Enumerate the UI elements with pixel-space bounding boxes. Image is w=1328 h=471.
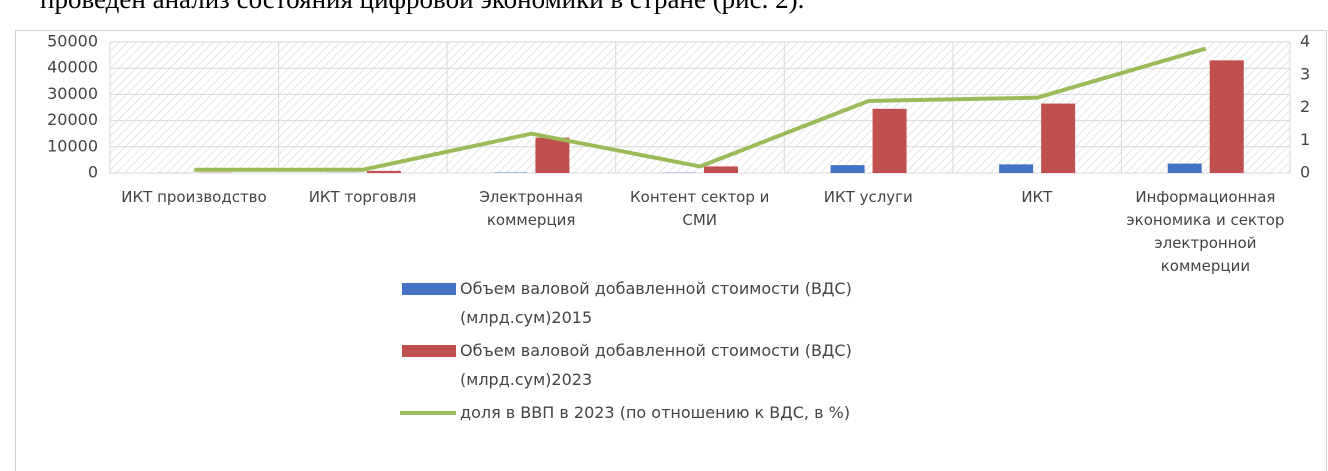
x-tick-label: Электронная коммерция	[479, 188, 583, 229]
y-tick-label: 50000	[47, 32, 98, 51]
x-tick-label: ИКТ услуги	[823, 188, 913, 206]
plot-area	[110, 42, 1290, 173]
line-series	[194, 46, 1207, 172]
legend-swatch	[400, 411, 456, 415]
y-tick-label: 10000	[47, 136, 98, 155]
legend-label: Объем валовой добавленной стоимости (ВДС…	[460, 341, 852, 389]
x-tick-label: ИКТ	[1021, 188, 1053, 206]
y2-tick-label: 2	[1300, 97, 1310, 116]
legend-label: доля в ВВП в 2023 (по отношению к ВДС, в…	[460, 403, 851, 422]
legend-label: Объем валовой добавленной стоимости (ВДС…	[460, 279, 852, 327]
bar	[999, 164, 1034, 173]
bar	[872, 108, 907, 173]
legend-swatch	[402, 345, 456, 357]
y2-tick-label: 4	[1300, 32, 1310, 51]
x-tick-label: Информационная экономика и сектор электр…	[1126, 188, 1285, 275]
x-tick-label: ИКТ торговля	[308, 188, 417, 206]
x-tick-label: Контент сектор и СМИ	[630, 188, 770, 229]
legend-swatch	[402, 283, 456, 295]
y-tick-label: 30000	[47, 84, 98, 103]
y-tick-label: 40000	[47, 58, 98, 77]
y2-tick-label: 0	[1300, 163, 1310, 182]
bar	[704, 166, 738, 173]
bar	[1209, 60, 1244, 174]
bar	[1041, 103, 1076, 173]
page-text: проведен анализ состояния цифровой эконо…	[40, 0, 804, 15]
bar	[830, 165, 865, 173]
chart-frame	[15, 30, 1327, 471]
y2-tick-label: 3	[1300, 64, 1310, 83]
x-tick-label: ИКТ производство	[121, 188, 267, 206]
bar	[1167, 163, 1202, 173]
y-tick-label: 20000	[47, 110, 98, 129]
y2-tick-label: 1	[1300, 130, 1310, 149]
bar	[535, 137, 570, 173]
bar	[366, 170, 401, 173]
y-tick-label: 0	[88, 163, 98, 182]
